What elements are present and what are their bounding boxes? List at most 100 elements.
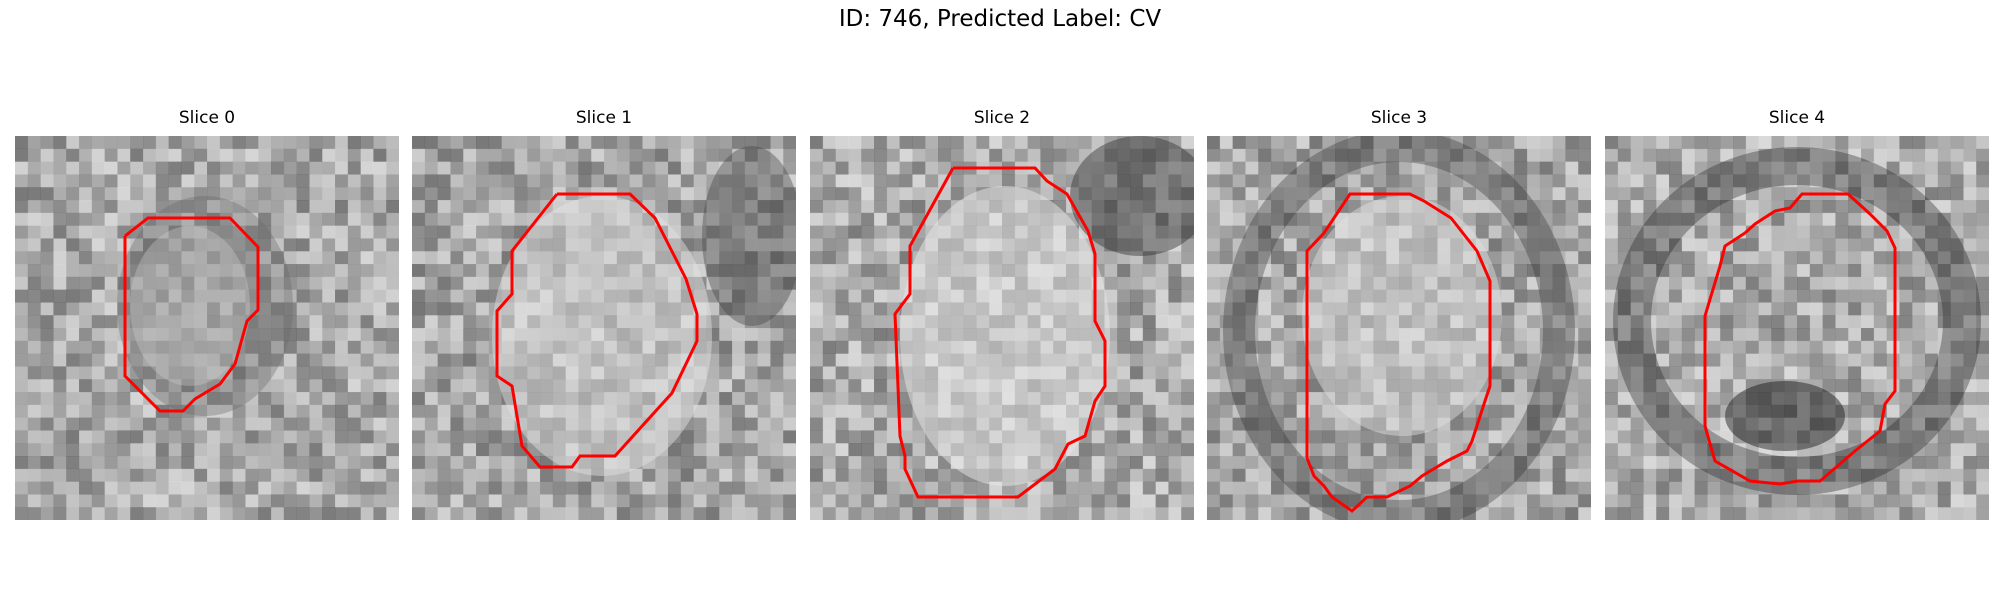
noise-pixel — [1271, 328, 1285, 342]
noise-pixel — [143, 238, 157, 252]
noise-pixel — [1861, 353, 1875, 367]
noise-pixel — [463, 161, 477, 175]
noise-pixel — [1181, 417, 1194, 431]
noise-pixel — [1475, 430, 1489, 444]
noise-pixel — [616, 264, 630, 278]
noise-pixel — [1219, 264, 1233, 278]
noise-pixel — [1720, 507, 1734, 520]
noise-pixel — [412, 212, 426, 226]
noise-pixel — [501, 174, 515, 188]
noise-pixel — [360, 392, 374, 406]
noise-pixel — [1168, 507, 1182, 520]
noise-pixel — [219, 353, 233, 367]
noise-pixel — [874, 481, 888, 495]
noise-pixel — [1399, 392, 1413, 406]
noise-pixel — [1117, 507, 1131, 520]
noise-pixel — [488, 136, 502, 150]
noise-pixel — [1360, 251, 1374, 265]
noise-pixel — [1463, 238, 1477, 252]
noise-pixel — [1130, 276, 1144, 290]
noise-pixel — [1207, 161, 1221, 175]
noise-pixel — [1475, 494, 1489, 508]
noise-pixel — [1245, 238, 1259, 252]
noise-pixel — [27, 315, 41, 329]
noise-pixel — [1475, 443, 1489, 457]
noise-pixel — [296, 507, 310, 520]
noise-pixel — [1733, 430, 1747, 444]
noise-pixel — [1399, 212, 1413, 226]
noise-pixel — [1475, 212, 1489, 226]
noise-pixel — [719, 225, 733, 239]
noise-pixel — [822, 251, 836, 265]
noise-pixel — [219, 379, 233, 393]
noise-pixel — [1745, 251, 1759, 265]
noise-pixel — [1258, 187, 1272, 201]
noise-pixel — [130, 353, 144, 367]
noise-pixel — [143, 174, 157, 188]
noise-pixel — [706, 161, 720, 175]
noise-pixel — [27, 264, 41, 278]
noise-pixel — [1605, 148, 1619, 162]
noise-pixel — [1386, 443, 1400, 457]
noise-pixel — [1886, 264, 1900, 278]
noise-pixel — [527, 251, 541, 265]
noise-pixel — [463, 276, 477, 290]
noise-pixel — [1514, 366, 1528, 380]
dark-ring — [1223, 136, 1575, 520]
noise-pixel — [591, 494, 605, 508]
noise-pixel — [822, 392, 836, 406]
noise-pixel — [540, 328, 554, 342]
noise-pixel — [732, 187, 746, 201]
noise-pixel — [527, 328, 541, 342]
noise-pixel — [886, 468, 900, 482]
noise-pixel — [1681, 392, 1695, 406]
noise-pixel — [1168, 315, 1182, 329]
noise-pixel — [245, 276, 259, 290]
noise-pixel — [335, 276, 349, 290]
noise-pixel — [1707, 392, 1721, 406]
noise-pixel — [1283, 507, 1297, 520]
noise-pixel — [732, 417, 746, 431]
noise-pixel — [1271, 238, 1285, 252]
noise-pixel — [53, 136, 67, 150]
noise-pixel — [1552, 481, 1566, 495]
noise-pixel — [719, 507, 733, 520]
noise-pixel — [373, 289, 387, 303]
noise-pixel — [424, 392, 438, 406]
noise-pixel — [424, 340, 438, 354]
noise-pixel — [1617, 148, 1631, 162]
noise-pixel — [1899, 315, 1913, 329]
noise-pixel — [1386, 417, 1400, 431]
noise-pixel — [1937, 264, 1951, 278]
noise-pixel — [1720, 289, 1734, 303]
noise-pixel — [1899, 366, 1913, 380]
noise-pixel — [386, 468, 399, 482]
noise-pixel — [1886, 148, 1900, 162]
noise-pixel — [476, 404, 490, 418]
noise-pixel — [1861, 238, 1875, 252]
noise-pixel — [1950, 251, 1964, 265]
noise-pixel — [1733, 392, 1747, 406]
noise-pixel — [938, 507, 952, 520]
noise-pixel — [53, 264, 67, 278]
noise-pixel — [770, 200, 784, 214]
noise-pixel — [604, 251, 618, 265]
noise-pixel — [1578, 148, 1591, 162]
noise-pixel — [1117, 353, 1131, 367]
noise-pixel — [783, 507, 796, 520]
noise-pixel — [181, 148, 195, 162]
noise-pixel — [1117, 200, 1131, 214]
noise-pixel — [79, 161, 93, 175]
noise-pixel — [578, 366, 592, 380]
noise-pixel — [514, 379, 528, 393]
noise-pixel — [271, 264, 285, 278]
noise-pixel — [604, 264, 618, 278]
noise-pixel — [1809, 379, 1823, 393]
noise-pixel — [1181, 200, 1194, 214]
noise-pixel — [591, 481, 605, 495]
noise-pixel — [1835, 276, 1849, 290]
noise-pixel — [1501, 276, 1515, 290]
noise-pixel — [1886, 468, 1900, 482]
noise-pixel — [1745, 161, 1759, 175]
noise-pixel — [1232, 315, 1246, 329]
